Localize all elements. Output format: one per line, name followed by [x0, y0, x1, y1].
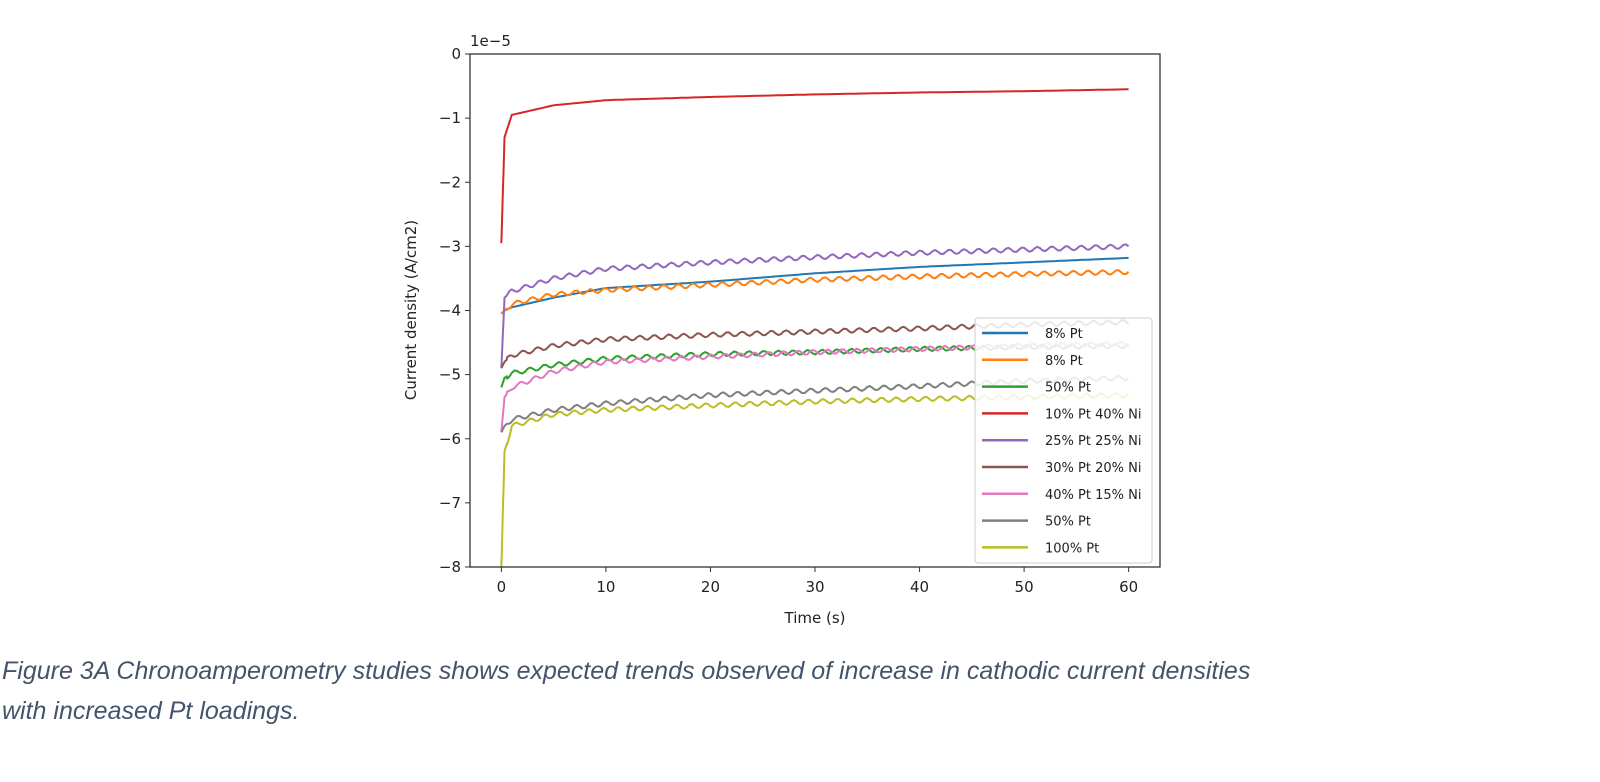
y-tick-label: −7: [439, 494, 461, 512]
legend-label: 8% Pt: [1045, 327, 1083, 342]
legend-label: 25% Pt 25% Ni: [1045, 434, 1141, 449]
series-line-3: [500, 88, 1129, 244]
y-tick-label: −8: [439, 558, 461, 576]
y-scale-label: 1e−5: [470, 32, 511, 50]
y-tick-label: −3: [439, 237, 461, 255]
legend-label: 10% Pt 40% Ni: [1045, 407, 1141, 422]
y-tick-label: −2: [439, 173, 461, 191]
x-tick-label: 0: [497, 578, 507, 596]
series-line-0: [500, 256, 1129, 315]
x-tick-label: 10: [596, 578, 615, 596]
x-tick-label: 60: [1119, 578, 1138, 596]
legend: 8% Pt 8% Pt 50% Pt 10% Pt 40% Ni 25% Pt 25% …: [974, 317, 1153, 564]
legend-label: 30% Pt 20% Ni: [1045, 461, 1141, 476]
y-tick-label: −4: [439, 302, 461, 320]
legend-label: 50% Pt: [1045, 381, 1091, 396]
x-tick-label: 30: [805, 578, 824, 596]
y-tick-label: −5: [439, 366, 461, 384]
x-tick-label: 40: [910, 578, 929, 596]
legend-box: [974, 317, 1153, 564]
y-tick-label: −1: [439, 109, 461, 127]
y-axis-label: Current density (A/cm2): [402, 220, 420, 400]
legend-label: 100% Pt: [1045, 541, 1099, 556]
legend-label: 40% Pt 15% Ni: [1045, 488, 1141, 503]
legend-label: 50% Pt: [1045, 515, 1091, 530]
legend-label: 8% Pt: [1045, 354, 1083, 369]
y-tick-label: −6: [439, 430, 461, 448]
x-tick-label: 50: [1015, 578, 1034, 596]
y-tick-label: 0: [451, 45, 461, 63]
figure-caption-line-1: Figure 3A Chronoamperometry studies show…: [2, 657, 1251, 685]
series-line-4: [500, 243, 1130, 369]
figure-caption-line-2: with increased Pt loadings.: [2, 697, 300, 725]
x-tick-label: 20: [701, 578, 720, 596]
series-line-1: [500, 269, 1130, 315]
x-axis-label: Time (s): [784, 609, 846, 627]
